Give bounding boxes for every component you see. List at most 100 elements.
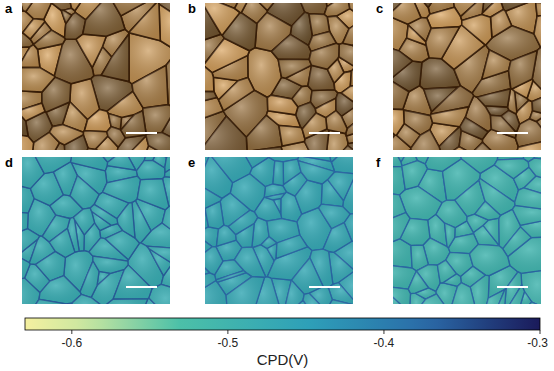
- grain: [509, 51, 538, 90]
- grain: [93, 256, 128, 273]
- grain: [450, 283, 480, 304]
- grain: [532, 95, 541, 114]
- grain: [23, 299, 66, 304]
- colorbar-label: CPD(V): [257, 351, 309, 368]
- colorbar-tick: [71, 330, 72, 334]
- grain: [534, 12, 541, 52]
- grain-shade: [491, 288, 506, 304]
- panel-image: [205, 3, 353, 150]
- grain-shade: [23, 299, 66, 304]
- grain: [439, 147, 475, 150]
- grain: [528, 158, 541, 182]
- grain: [50, 125, 84, 145]
- grain-shade: [302, 113, 327, 139]
- grain: [22, 278, 40, 304]
- grain-shade: [61, 10, 71, 23]
- panel-image: [22, 3, 170, 150]
- grain-shade: [205, 157, 252, 183]
- grain: [147, 246, 170, 263]
- grain-shade: [326, 111, 347, 134]
- grain-shade: [137, 160, 165, 179]
- panel-letter: a: [5, 1, 13, 16]
- scale-bar: [497, 286, 528, 288]
- grain-shade: [437, 260, 456, 283]
- grain: [107, 157, 136, 170]
- grain-shade: [219, 78, 255, 111]
- grain: [22, 211, 28, 238]
- grain-shade: [295, 180, 322, 214]
- grain-shade: [450, 283, 480, 304]
- grain: [437, 260, 456, 283]
- grain-shade: [293, 3, 327, 15]
- grain: [341, 82, 353, 104]
- grain: [482, 50, 511, 79]
- grain-shade: [299, 157, 331, 161]
- grain: [22, 133, 34, 150]
- colorbar: [25, 318, 540, 330]
- colorbar-tick-label: -0.4: [374, 336, 395, 350]
- grain-shade: [445, 223, 456, 248]
- grain: [411, 294, 454, 304]
- grain-shade: [411, 294, 454, 304]
- grain: [494, 159, 529, 179]
- grain: [23, 19, 45, 39]
- scale-bar: [309, 286, 340, 288]
- grain-shade: [393, 286, 411, 305]
- grain: [271, 35, 311, 60]
- grain: [49, 228, 75, 257]
- grain-shade: [298, 161, 335, 184]
- grain-shade: [515, 188, 541, 212]
- grain: [393, 80, 409, 110]
- colorbar-tick-label: -0.5: [218, 336, 239, 350]
- grain: [137, 179, 169, 210]
- grain: [393, 213, 410, 250]
- grain-shade: [534, 12, 541, 52]
- grain: [293, 3, 327, 15]
- grain: [117, 203, 135, 239]
- grain: [168, 138, 170, 150]
- grain-shade: [519, 302, 541, 304]
- grain-shade: [341, 82, 353, 104]
- grain-shade: [107, 157, 136, 170]
- grain: [350, 64, 353, 86]
- grain-shade: [494, 159, 529, 179]
- grain-shade: [22, 103, 45, 121]
- grain: [205, 184, 222, 208]
- grain: [71, 157, 108, 171]
- grain: [407, 25, 427, 45]
- grain: [393, 286, 411, 304]
- grain: [323, 223, 352, 253]
- grain: [491, 10, 512, 38]
- grain: [205, 247, 223, 275]
- grain-shade: [393, 80, 409, 110]
- grain-shade: [235, 3, 252, 13]
- grain-shade: [34, 30, 66, 49]
- grain-shade: [137, 179, 169, 210]
- grain: [278, 59, 311, 78]
- grain-shade: [439, 147, 475, 150]
- grain-shade: [93, 256, 128, 273]
- grain-shade: [70, 294, 107, 304]
- grain: [273, 161, 284, 186]
- grain-shade: [22, 157, 33, 159]
- panel-ground: [22, 157, 170, 304]
- grain-shade: [475, 201, 501, 220]
- colorbar-tick: [540, 330, 541, 334]
- grain: [408, 271, 429, 294]
- grain: [219, 78, 255, 111]
- figure: abcdef-0.6-0.5-0.4-0.3CPD(V): [0, 0, 554, 371]
- grain-shade: [159, 4, 170, 51]
- grain-shade: [205, 247, 223, 275]
- grain-shade: [261, 237, 277, 249]
- grain-shade: [408, 271, 429, 294]
- grain: [22, 68, 55, 93]
- grain: [326, 111, 347, 134]
- grain-shade: [482, 50, 511, 79]
- grain-shade: [343, 18, 353, 45]
- grain-shade: [393, 43, 413, 81]
- grain-shade: [273, 161, 284, 186]
- grain-shade: [71, 157, 108, 171]
- grain-shade: [117, 203, 135, 239]
- grain: [393, 157, 402, 167]
- grain-shade: [205, 273, 216, 300]
